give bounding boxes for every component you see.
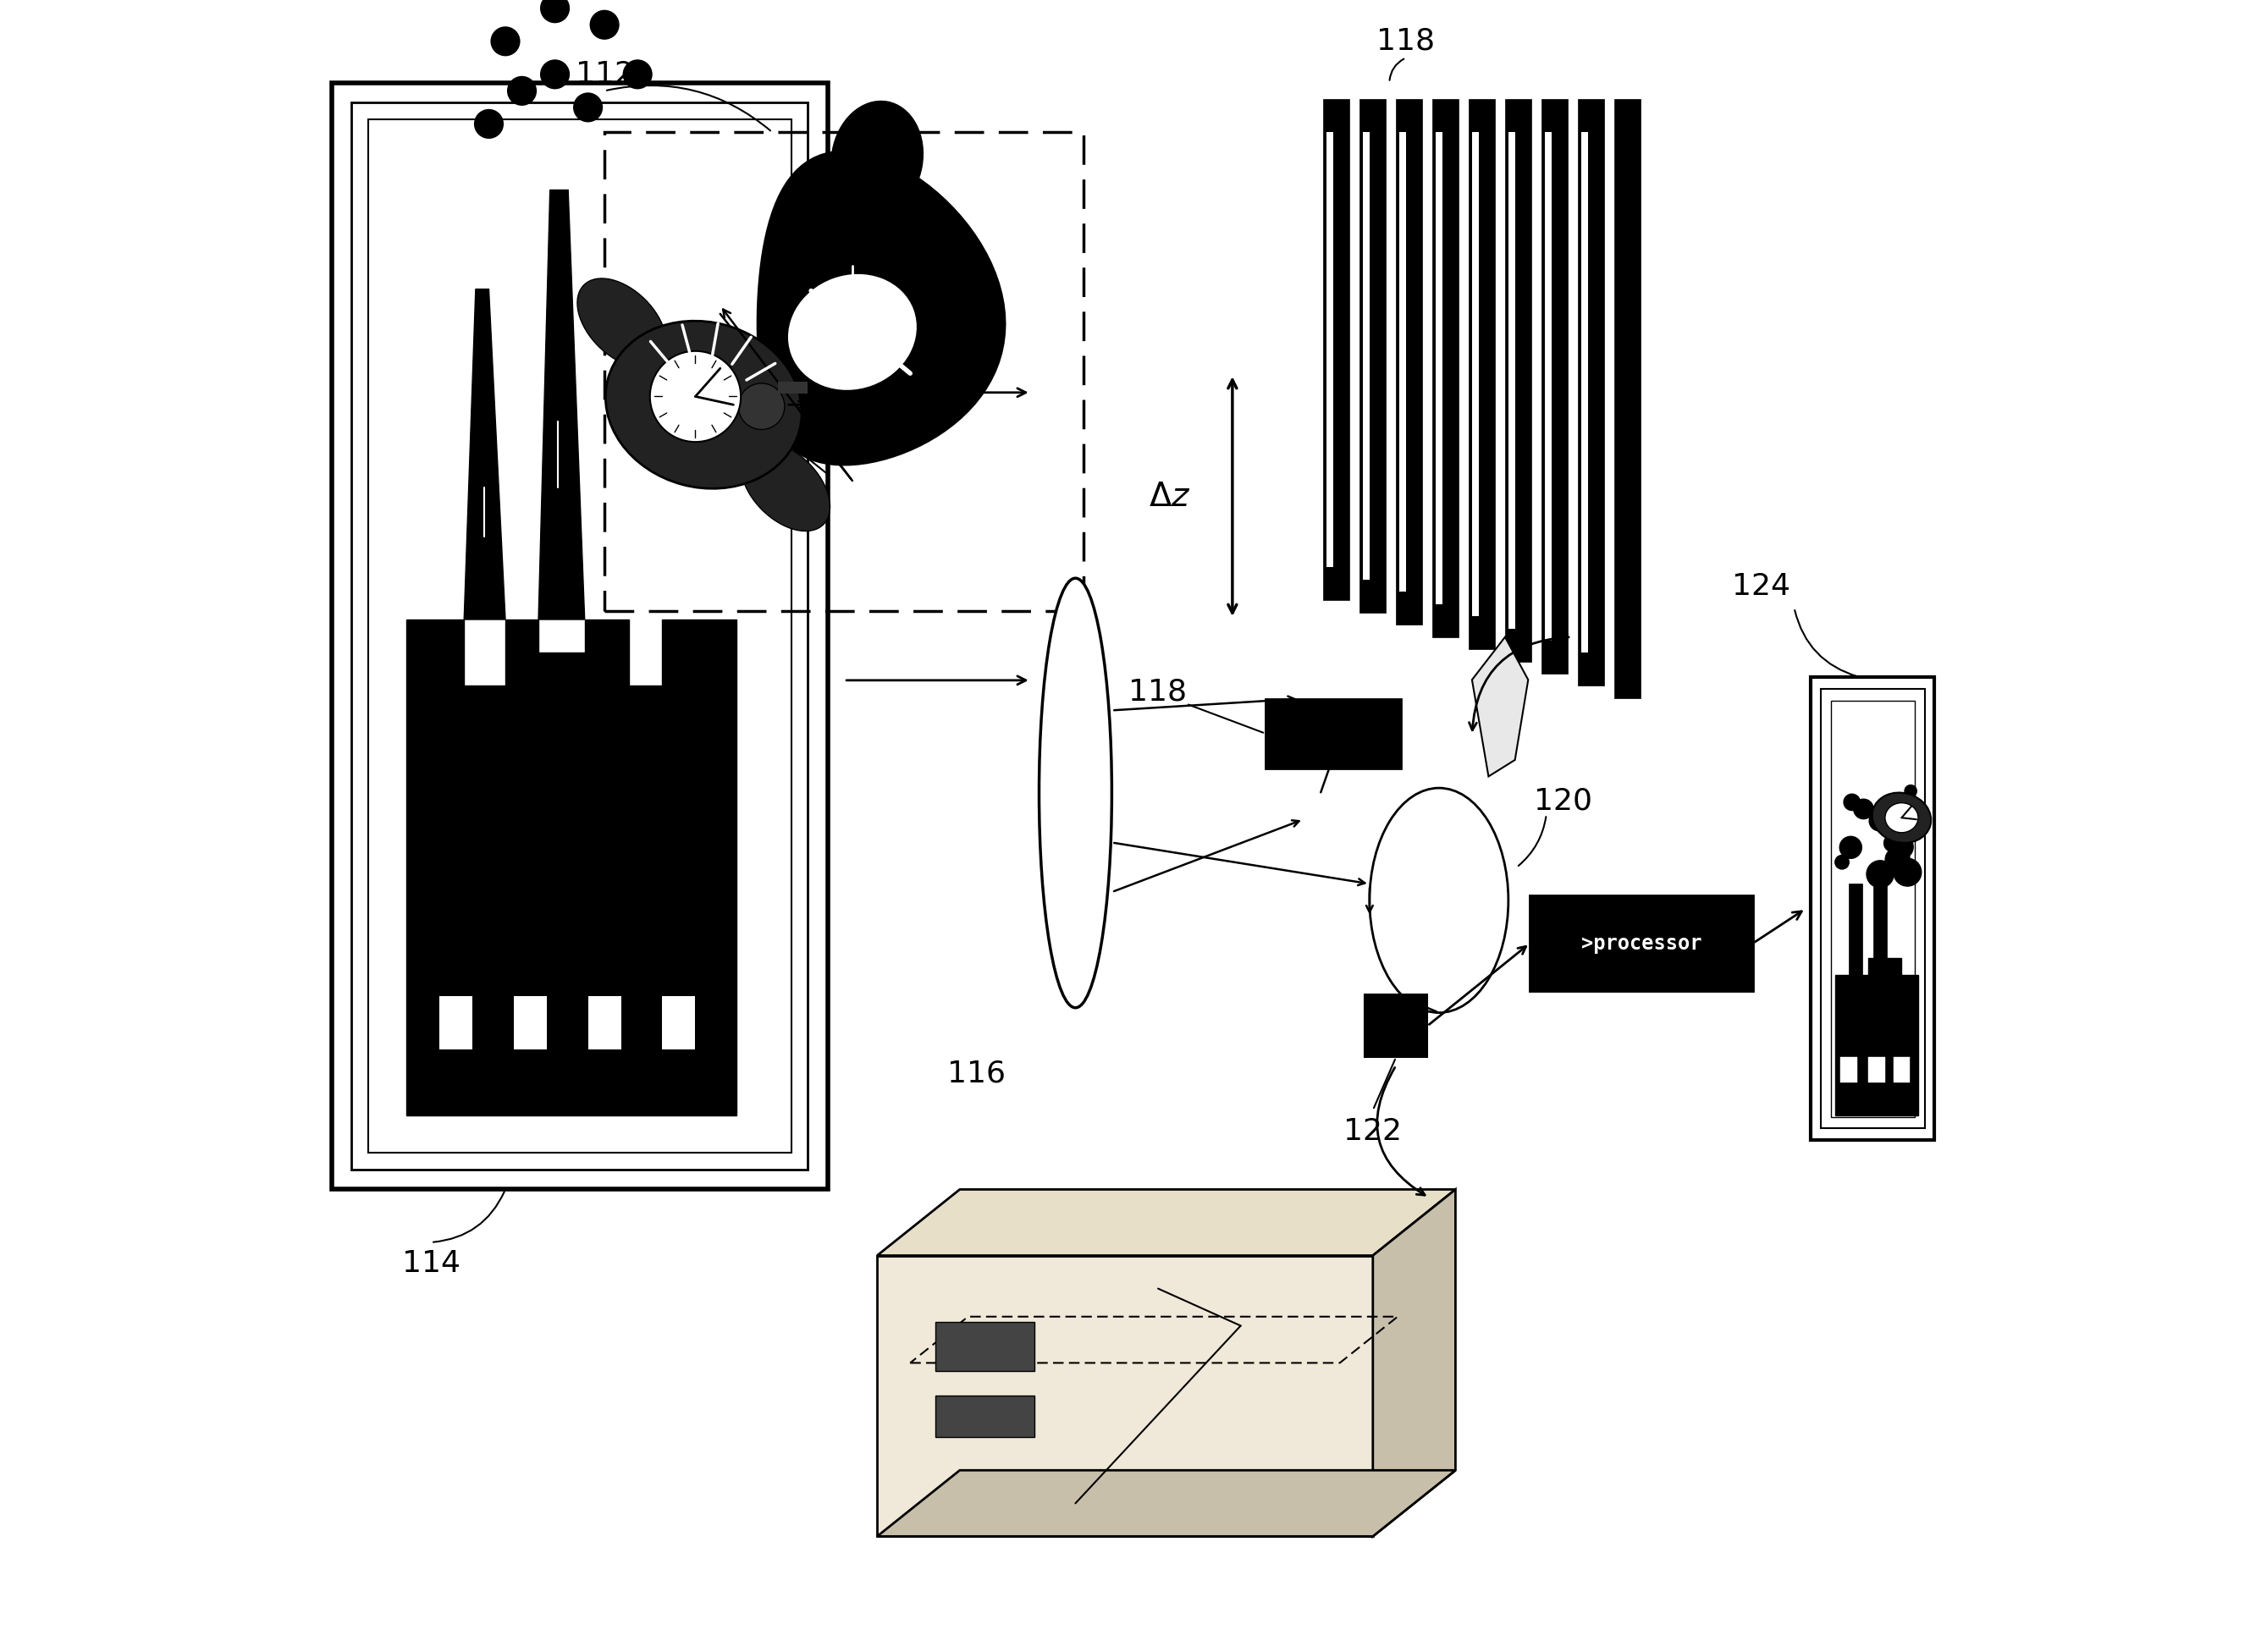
Text: 116: 116	[947, 1059, 1006, 1089]
Bar	[331, 83, 828, 1189]
Bar	[778, 382, 808, 393]
Ellipse shape	[1838, 836, 1863, 859]
Ellipse shape	[1370, 788, 1508, 1013]
Bar	[1436, 132, 1442, 605]
Polygon shape	[878, 1470, 1456, 1536]
Ellipse shape	[506, 76, 538, 106]
Polygon shape	[464, 289, 506, 620]
Bar	[369, 119, 792, 1153]
Bar	[1546, 132, 1550, 641]
Bar	[1364, 132, 1370, 580]
Bar	[1530, 895, 1753, 991]
Bar	[1328, 132, 1334, 567]
Ellipse shape	[1834, 854, 1850, 869]
Ellipse shape	[475, 109, 504, 139]
Bar	[936, 1396, 1035, 1437]
Ellipse shape	[1867, 809, 1890, 831]
Text: 112: 112	[576, 59, 634, 89]
Ellipse shape	[540, 59, 569, 89]
Polygon shape	[407, 620, 736, 1115]
Ellipse shape	[1040, 578, 1112, 1008]
Ellipse shape	[650, 350, 740, 441]
Ellipse shape	[574, 93, 603, 122]
Bar	[1323, 99, 1350, 600]
Polygon shape	[538, 190, 585, 620]
Ellipse shape	[740, 443, 830, 530]
Ellipse shape	[787, 273, 918, 392]
Bar	[1577, 99, 1604, 686]
Text: 114: 114	[403, 1249, 461, 1279]
Ellipse shape	[1892, 857, 1921, 887]
Ellipse shape	[590, 10, 619, 40]
Bar	[1840, 1057, 1856, 1082]
Ellipse shape	[1899, 800, 1928, 828]
Bar	[1820, 689, 1924, 1128]
Bar	[662, 996, 695, 1049]
Bar	[374, 124, 785, 1148]
Bar	[1264, 699, 1402, 768]
Ellipse shape	[1872, 793, 1930, 843]
Bar	[936, 1322, 1035, 1371]
Bar	[1582, 132, 1588, 653]
Bar	[1892, 1057, 1910, 1082]
Ellipse shape	[1883, 834, 1901, 852]
Ellipse shape	[578, 279, 666, 367]
Bar	[1364, 995, 1426, 1057]
Bar	[1400, 132, 1406, 591]
Bar	[1433, 99, 1458, 638]
Text: 118: 118	[1130, 677, 1188, 707]
Text: $\Delta z$: $\Delta z$	[1147, 481, 1190, 512]
Bar	[1832, 700, 1915, 1117]
Bar	[605, 132, 1084, 611]
Bar	[1541, 99, 1568, 674]
Bar	[1613, 99, 1640, 699]
Ellipse shape	[1904, 785, 1917, 798]
Bar	[1867, 1057, 1886, 1082]
Ellipse shape	[605, 320, 801, 489]
Bar	[439, 996, 472, 1049]
Bar	[1811, 677, 1935, 1140]
Bar	[1395, 99, 1422, 624]
Bar	[513, 996, 547, 1049]
Bar	[587, 996, 621, 1049]
Text: >processor: >processor	[1582, 933, 1701, 953]
Ellipse shape	[738, 383, 785, 430]
Bar	[1505, 99, 1532, 661]
Text: 120: 120	[1534, 786, 1593, 816]
Text: 118: 118	[1377, 26, 1436, 56]
Ellipse shape	[1843, 793, 1861, 811]
Ellipse shape	[1886, 803, 1919, 833]
Bar	[1874, 867, 1888, 975]
Polygon shape	[1472, 638, 1528, 776]
Ellipse shape	[540, 0, 569, 23]
Text: 122: 122	[1343, 1117, 1402, 1146]
Bar	[1472, 132, 1478, 616]
Polygon shape	[1836, 958, 1919, 1115]
Ellipse shape	[1865, 861, 1894, 889]
Text: 124: 124	[1732, 572, 1791, 601]
Ellipse shape	[1886, 847, 1910, 872]
Bar	[1469, 99, 1496, 649]
Bar	[1849, 884, 1863, 975]
Ellipse shape	[1854, 798, 1874, 819]
Ellipse shape	[623, 59, 652, 89]
Ellipse shape	[490, 26, 520, 56]
Polygon shape	[878, 1256, 1372, 1536]
Ellipse shape	[830, 101, 922, 216]
Bar	[1508, 132, 1514, 628]
Polygon shape	[1372, 1189, 1456, 1536]
Bar	[1359, 99, 1386, 613]
Polygon shape	[878, 1189, 1456, 1256]
Polygon shape	[758, 152, 1006, 464]
Ellipse shape	[1888, 834, 1915, 859]
Bar	[351, 102, 808, 1170]
